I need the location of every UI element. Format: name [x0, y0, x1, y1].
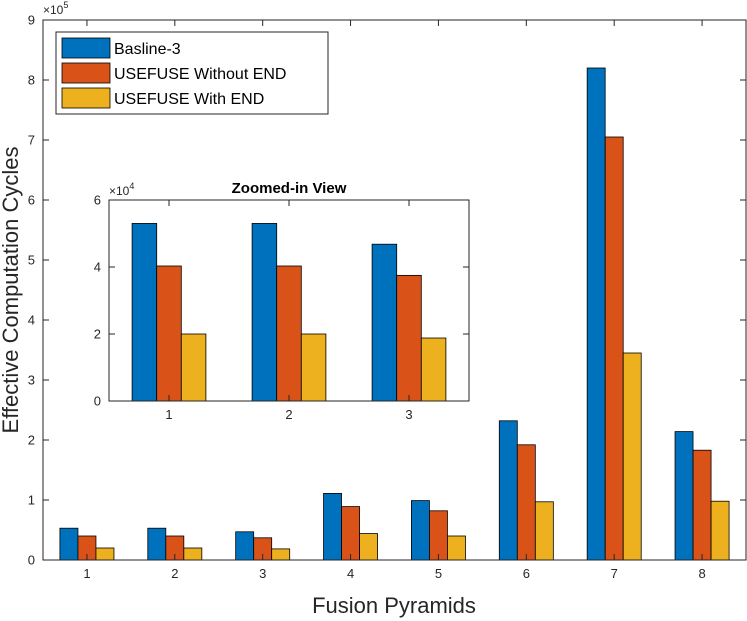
main-bar-s1-c7 [692, 449, 712, 561]
main-bar-s1-c3 [341, 506, 360, 561]
main-bar-s2-c4 [447, 535, 466, 561]
main-ytick-label-2: 2 [28, 433, 35, 448]
main-bar-s0-c7 [674, 431, 694, 561]
main-bar-s2-c1 [183, 547, 203, 561]
main-bar-s0-c0 [59, 527, 79, 561]
legend: Basline-3 USEFUSE Without END USEFUSE Wi… [55, 31, 329, 115]
inset-bar-s1-c1 [276, 265, 302, 402]
main-ytick-label-3: 3 [28, 373, 35, 388]
main-ytick-label-7: 7 [28, 133, 35, 148]
inset-bar-s0-c0 [131, 223, 158, 402]
x-axis-label: Fusion Pyramids [312, 593, 476, 618]
inset-xtick-label-0: 1 [165, 407, 172, 422]
y-multiplier-exp: 5 [63, 0, 68, 10]
y-multiplier: ×105 [43, 0, 68, 17]
legend-label-basline-3: Basline-3 [114, 41, 181, 58]
inset-xtick-label-1: 2 [285, 407, 292, 422]
main-bar-s2-c0 [95, 547, 115, 561]
main-bar-s1-c4 [429, 510, 448, 561]
main-bar-s2-c5 [534, 501, 554, 561]
main-xtick-label-2: 3 [259, 566, 266, 581]
inset-xtick-label-2: 3 [405, 407, 412, 422]
inset-bar-s2-c2 [420, 337, 447, 402]
inset-title: Zoomed-in View [232, 180, 347, 197]
main-xtick-label-3: 4 [347, 566, 354, 581]
inset-bar-s1-c0 [156, 265, 182, 402]
main-plot-frame [42, 19, 747, 561]
inset-bar-s2-c0 [180, 333, 207, 402]
legend-label-with-end: USEFUSE With END [114, 91, 264, 108]
main-bar-s0-c6 [586, 67, 606, 561]
main-ytick-label-9: 9 [28, 13, 35, 28]
main-bar-s0-c3 [323, 492, 342, 561]
inset-bar-s1-c2 [396, 274, 422, 402]
main-ytick-label-1: 1 [28, 493, 35, 508]
main-ytick-label-6: 6 [28, 193, 35, 208]
inset-bar-s0-c1 [251, 223, 278, 402]
legend-swatch-with-end [61, 87, 111, 109]
main-xtick-label-4: 5 [435, 566, 442, 581]
main-bar-s0-c5 [498, 420, 518, 561]
main-bar-s2-c7 [710, 500, 730, 561]
main-bar-s0-c4 [411, 500, 430, 561]
inset-y-multiplier-exp: 4 [129, 181, 134, 191]
inset-bar-s2-c1 [300, 333, 327, 402]
main-bar-s0-c2 [235, 531, 255, 561]
inset-ytick-label-2: 4 [94, 260, 101, 275]
inset-y-multiplier-base: ×10 [109, 184, 130, 198]
main-ytick-label-0: 0 [28, 553, 35, 568]
inset-ytick-label-1: 2 [94, 327, 101, 342]
main-ytick-label-8: 8 [28, 73, 35, 88]
main-bars [59, 67, 730, 561]
main-bar-s2-c6 [622, 352, 642, 561]
main-xtick-label-7: 8 [698, 566, 705, 581]
main-bar-s1-c6 [604, 136, 624, 561]
main-xtick-label-0: 1 [83, 566, 90, 581]
y-axis-label: Effective Computation Cycles [0, 147, 23, 434]
legend-label-without-end: USEFUSE Without END [114, 66, 286, 83]
main-bar-s2-c3 [359, 533, 378, 561]
inset-bar-s0-c2 [371, 243, 398, 402]
main-xtick-label-5: 6 [523, 566, 530, 581]
main-xtick-label-6: 7 [611, 566, 618, 581]
inset-ytick-label-0: 0 [94, 394, 101, 409]
main-ytick-label-5: 5 [28, 253, 35, 268]
main-xtick-label-1: 2 [171, 566, 178, 581]
legend-swatch-basline-3 [61, 37, 111, 59]
inset-plot-frame [108, 199, 470, 402]
main-ytick-label-4: 4 [28, 313, 35, 328]
main-bar-s1-c5 [516, 444, 536, 561]
main-bar-s2-c2 [271, 548, 291, 561]
legend-swatch-without-end [61, 62, 111, 84]
inset-ytick-label-3: 6 [94, 193, 101, 208]
inset-bars [131, 223, 447, 402]
main-bar-s0-c1 [147, 527, 167, 561]
inset-y-multiplier: ×104 [109, 181, 134, 198]
y-multiplier-base: ×10 [43, 3, 64, 17]
